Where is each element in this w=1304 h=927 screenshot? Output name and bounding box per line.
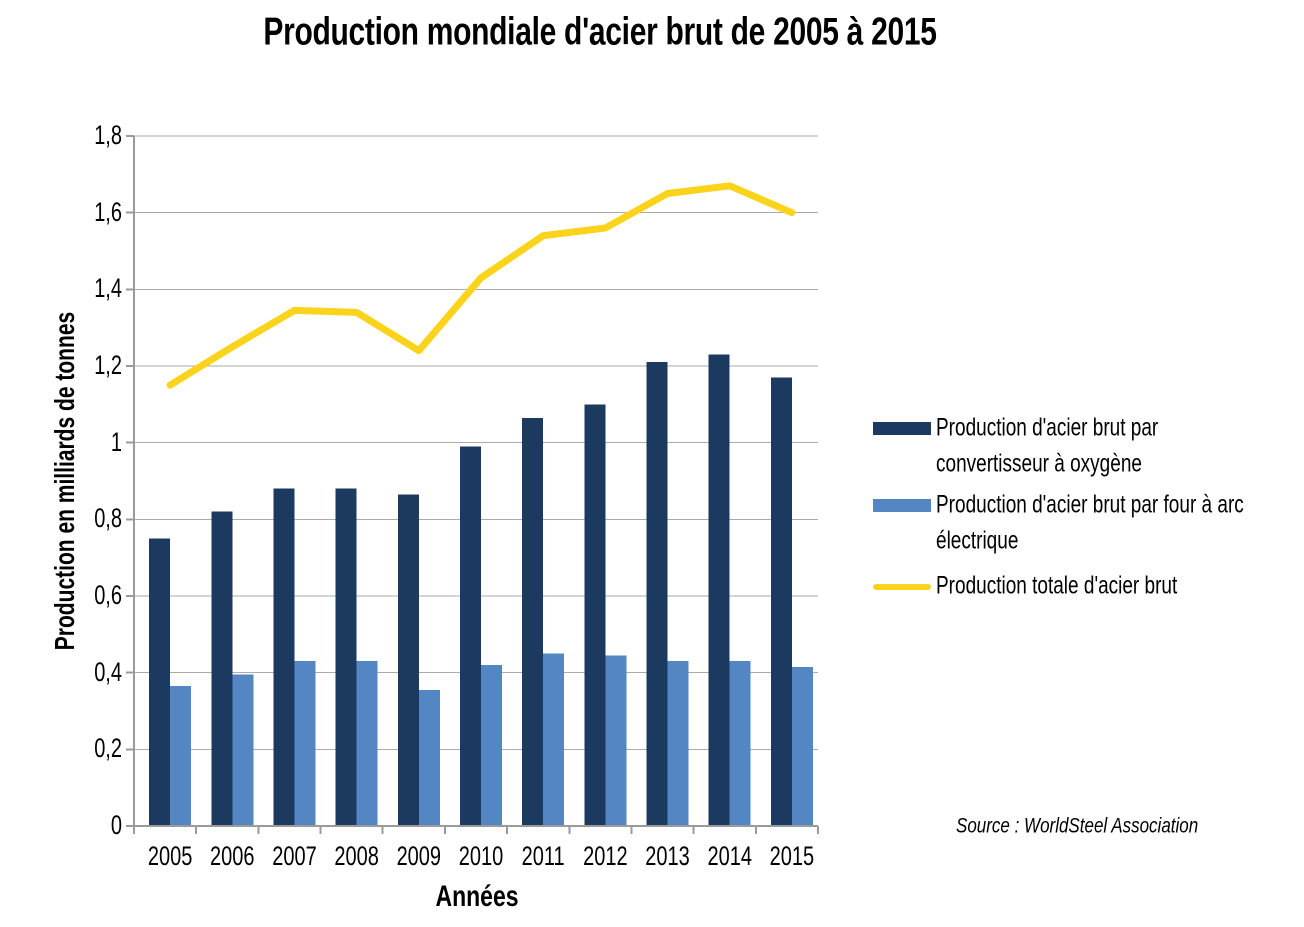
bar-series-2 <box>791 666 813 826</box>
bar-series-1 <box>584 404 606 826</box>
x-tick-label: 2009 <box>396 841 442 872</box>
legend-item: Production totale d'acier brut <box>873 573 1293 601</box>
x-tick-label: 2015 <box>769 841 815 872</box>
bar-series-1 <box>522 417 544 826</box>
legend-swatch-bar-2 <box>873 499 931 512</box>
y-tick-label: 0 <box>110 811 122 841</box>
bar-series-2 <box>481 665 502 826</box>
y-tick-label: 1,8 <box>94 121 122 151</box>
x-tick-label: 2012 <box>583 841 628 872</box>
legend: Production d'acier brut par convertisseu… <box>873 415 1293 601</box>
bar-series-1 <box>335 488 357 826</box>
bar-series-1 <box>273 488 295 826</box>
y-tick-label: 0,4 <box>94 657 122 688</box>
y-tick-label: 0,8 <box>94 504 122 535</box>
source-note: Source : WorldSteel Association <box>956 813 1199 838</box>
x-tick-label: 2008 <box>334 841 379 872</box>
bar-series-2 <box>170 686 192 826</box>
x-tick-label: 2005 <box>147 841 193 872</box>
y-tick-label: 1,4 <box>94 274 122 305</box>
y-tick-label: 0,2 <box>94 734 122 765</box>
bar-series-1 <box>397 494 419 826</box>
bar-series-1 <box>770 377 792 826</box>
bar-series-1 <box>211 511 233 826</box>
legend-item: Production d'acier brut par convertisseu… <box>873 415 1293 478</box>
y-tick-label: 1,6 <box>94 197 122 228</box>
bar-series-1 <box>460 446 481 826</box>
legend-label: Production d'acier brut par convertisseu… <box>936 414 1159 479</box>
y-tick-label: 0,6 <box>94 581 122 611</box>
bar-series-2 <box>729 661 751 826</box>
y-tick-label: 1,2 <box>94 351 122 381</box>
bar-series-1 <box>149 538 171 826</box>
bar-series-2 <box>605 655 627 826</box>
x-axis-title: Années <box>435 878 519 913</box>
y-tick-label: 1 <box>110 427 122 458</box>
x-tick-label: 2006 <box>210 841 255 872</box>
bar-series-2 <box>667 661 689 826</box>
bar-series-2 <box>294 661 316 826</box>
legend-label: Production d'acier brut par four à arc é… <box>936 491 1244 556</box>
bar-series-2 <box>418 689 440 826</box>
bar-series-1 <box>646 362 668 826</box>
x-tick-label: 2010 <box>458 841 504 872</box>
chart-title: Production mondiale d'acier brut de 2005… <box>263 10 937 54</box>
bar-series-2 <box>356 661 378 826</box>
x-tick-label: 2007 <box>272 841 317 872</box>
bar-series-2 <box>543 653 565 826</box>
x-tick-label: 2014 <box>707 841 752 872</box>
legend-item: Production d'acier brut par four à arc é… <box>873 492 1293 555</box>
total-line <box>166 182 796 389</box>
bar-series-2 <box>232 674 254 826</box>
x-tick-label: 2013 <box>645 841 690 872</box>
legend-swatch-line-3 <box>873 584 931 590</box>
legend-label: Production totale d'acier brut <box>936 572 1178 600</box>
legend-swatch-bar-1 <box>873 422 931 435</box>
bar-series-1 <box>708 354 730 826</box>
x-tick-label: 2011 <box>521 841 565 872</box>
